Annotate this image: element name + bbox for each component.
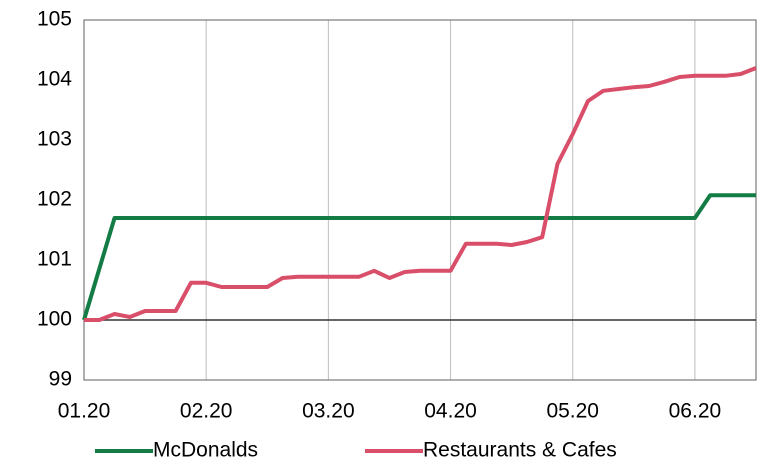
y-tick-label: 105 [37, 8, 72, 31]
series-line [82, 193, 756, 321]
y-tick-label: 99 [49, 368, 72, 391]
x-tick-label: 03.20 [302, 400, 355, 423]
y-tick-label: 102 [37, 188, 72, 211]
series-line [84, 66, 757, 322]
legend-label: McDonalds [153, 439, 258, 462]
y-tick-label: 100 [37, 308, 72, 331]
y-tick-label: 104 [37, 68, 72, 91]
y-tick-label: 103 [37, 128, 72, 151]
legend-label: Restaurants & Cafes [423, 439, 617, 462]
x-tick-label: 05.20 [546, 400, 599, 423]
x-tick-label: 04.20 [424, 400, 477, 423]
x-tick-label: 01.20 [58, 400, 111, 423]
plot-frame [83, 19, 757, 381]
x-tick-label: 06.20 [669, 400, 722, 423]
x-tick-label: 02.20 [180, 400, 233, 423]
y-tick-label: 101 [37, 248, 72, 271]
